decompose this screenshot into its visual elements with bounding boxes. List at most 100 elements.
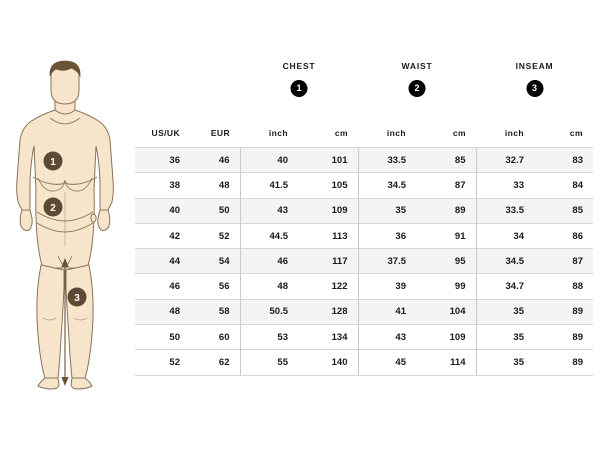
figure-marker-2-label: 2 — [50, 203, 56, 214]
cell-chest-cm: 105 — [298, 172, 358, 199]
cell-inseam-inch: 32.7 — [475, 146, 534, 173]
header-waist-inch: inch — [386, 128, 406, 138]
group-chest: CHEST 1 — [240, 60, 358, 112]
cell-inseam-inch: 35 — [475, 349, 534, 376]
cell-waist-inch: 37.5 — [357, 248, 416, 274]
cell-us-uk: 36 — [135, 146, 190, 173]
cell-eur: 56 — [190, 273, 240, 300]
cell-waist-inch: 43 — [357, 324, 416, 350]
table-row: 48 58 50.5 128 41 104 35 89 — [135, 298, 593, 325]
cell-chest-inch: 55 — [239, 349, 298, 376]
cell-inseam-cm: 87 — [534, 248, 593, 274]
cell-chest-cm: 113 — [298, 222, 358, 249]
cell-inseam-cm: 89 — [534, 349, 593, 376]
cell-waist-inch: 36 — [357, 222, 416, 249]
cell-eur: 48 — [190, 172, 240, 199]
cell-waist-inch: 33.5 — [357, 146, 416, 173]
size-chart-table: CHEST 1 WAIST 2 INSEAM 3 — [135, 60, 593, 376]
cell-eur: 46 — [190, 146, 240, 173]
cell-waist-inch: 39 — [357, 273, 416, 300]
cell-waist-inch: 34.5 — [357, 172, 416, 199]
cell-chest-inch: 48 — [239, 273, 298, 300]
cell-us-uk: 46 — [135, 273, 190, 300]
cell-chest-cm: 122 — [298, 273, 358, 300]
table-row: 46 56 48 122 39 99 34.7 88 — [135, 273, 593, 300]
cell-us-uk: 52 — [135, 349, 190, 376]
cell-inseam-cm: 88 — [534, 273, 593, 300]
hair — [49, 60, 81, 78]
cell-inseam-inch: 33 — [475, 172, 534, 199]
header-chest-inch: inch — [268, 128, 288, 138]
figure-marker-3-label: 3 — [74, 293, 80, 304]
cell-chest-cm: 109 — [298, 197, 358, 224]
cell-eur: 50 — [190, 197, 240, 224]
cell-inseam-cm: 83 — [534, 146, 593, 173]
table-row: 50 60 53 134 43 109 35 89 — [135, 324, 593, 350]
group-waist-title: WAIST — [401, 61, 433, 71]
body-measurement-illustration: 1 2 3 — [0, 60, 130, 390]
measurement-group-header-row: CHEST 1 WAIST 2 INSEAM 3 — [135, 60, 593, 112]
cell-inseam-cm: 84 — [534, 172, 593, 199]
cell-waist-inch: 35 — [357, 197, 416, 224]
figure-marker-2: 2 — [43, 197, 63, 217]
cell-waist-cm: 91 — [416, 222, 476, 249]
cell-eur: 58 — [190, 298, 240, 325]
cell-eur: 60 — [190, 324, 240, 350]
cell-waist-cm: 109 — [416, 324, 476, 350]
table-row: 44 54 46 117 37.5 95 34.5 87 — [135, 248, 593, 274]
cell-us-uk: 38 — [135, 172, 190, 199]
group-chest-badge: 1 — [290, 80, 308, 97]
cell-eur: 54 — [190, 248, 240, 274]
table-row: 42 52 44.5 113 36 91 34 86 — [135, 222, 593, 249]
unit-header-row: US/UK EUR inch cm inch cm inch cm — [135, 112, 593, 148]
cell-us-uk: 42 — [135, 222, 190, 249]
cell-eur: 62 — [190, 349, 240, 376]
cell-waist-cm: 114 — [416, 349, 476, 376]
cell-chest-inch: 41.5 — [239, 172, 298, 199]
cell-waist-cm: 95 — [416, 248, 476, 274]
cell-us-uk: 40 — [135, 197, 190, 224]
cell-us-uk: 48 — [135, 298, 190, 325]
cell-waist-cm: 99 — [416, 273, 476, 300]
header-eur: EUR — [210, 128, 230, 138]
table-row: 38 48 41.5 105 34.5 87 33 84 — [135, 172, 593, 199]
cell-inseam-cm: 86 — [534, 222, 593, 249]
cell-eur: 52 — [190, 222, 240, 249]
cell-waist-inch: 45 — [357, 349, 416, 376]
cell-chest-cm: 101 — [298, 146, 358, 173]
header-waist-cm: cm — [452, 128, 466, 138]
group-spacer — [135, 60, 240, 112]
header-us-uk: US/UK — [151, 128, 180, 138]
group-waist: WAIST 2 — [358, 60, 476, 112]
body-figure — [16, 60, 114, 390]
cell-inseam-inch: 33.5 — [475, 197, 534, 224]
cell-waist-cm: 104 — [416, 298, 476, 325]
cell-chest-cm: 128 — [298, 298, 358, 325]
table-row: 40 50 43 109 35 89 33.5 85 — [135, 197, 593, 224]
cell-inseam-inch: 34 — [475, 222, 534, 249]
cell-chest-inch: 43 — [239, 197, 298, 224]
cell-chest-inch: 44.5 — [239, 222, 298, 249]
cell-chest-inch: 46 — [239, 248, 298, 274]
group-inseam-badge: 3 — [526, 80, 543, 97]
cell-waist-cm: 89 — [416, 197, 476, 224]
cell-inseam-cm: 89 — [534, 324, 593, 350]
figure-marker-1: 1 — [43, 151, 63, 171]
cell-waist-cm: 85 — [416, 146, 476, 173]
cell-chest-cm: 140 — [298, 349, 358, 376]
cell-waist-inch: 41 — [357, 298, 416, 325]
group-chest-title: CHEST — [282, 61, 316, 71]
cell-chest-cm: 134 — [298, 324, 358, 350]
cell-inseam-inch: 35 — [475, 324, 534, 350]
group-inseam-title: INSEAM — [515, 61, 554, 71]
size-chart-body: 36 46 40 101 33.5 85 32.7 83 38 48 41.5 … — [135, 146, 593, 376]
table-row: 36 46 40 101 33.5 85 32.7 83 — [135, 146, 593, 173]
cell-inseam-cm: 85 — [534, 197, 593, 224]
cell-inseam-inch: 35 — [475, 298, 534, 325]
cell-waist-cm: 87 — [416, 172, 476, 199]
figure-marker-1-label: 1 — [50, 157, 56, 168]
cell-inseam-cm: 89 — [534, 298, 593, 325]
group-inseam: INSEAM 3 — [476, 60, 593, 112]
header-inseam-cm: cm — [569, 128, 583, 138]
